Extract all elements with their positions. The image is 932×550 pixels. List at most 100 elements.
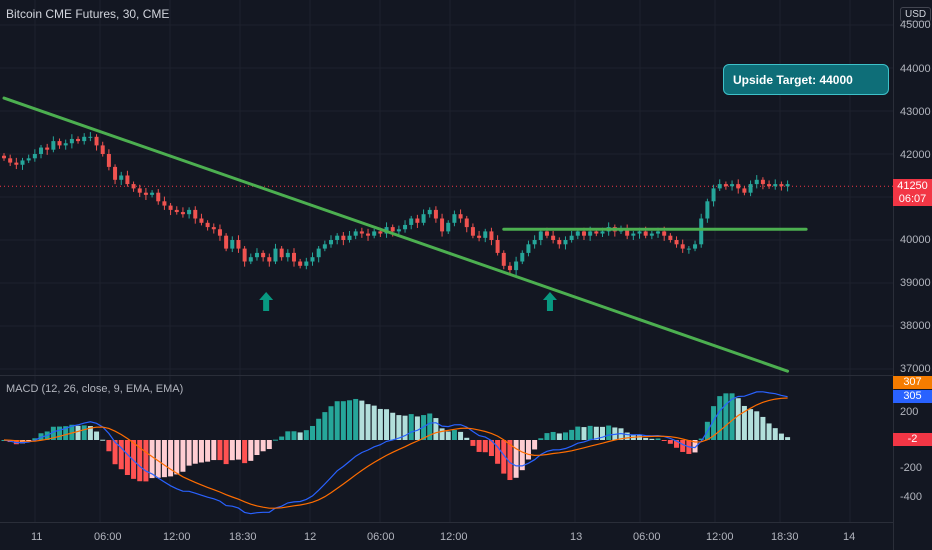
candle-body [143, 192, 148, 195]
histogram-bar [87, 426, 93, 440]
candle-body [477, 235, 482, 238]
histogram-bar [464, 437, 470, 440]
candle-body [254, 252, 259, 258]
chart-area[interactable] [0, 0, 893, 550]
candle-body [372, 231, 377, 236]
candle-body [100, 145, 105, 154]
candle-body [742, 188, 747, 193]
candle-body [230, 240, 235, 249]
histogram-bar [778, 433, 784, 440]
chart-canvas[interactable] [0, 0, 893, 550]
candle-body [470, 227, 475, 236]
candle-body [291, 252, 296, 262]
histogram-bar [211, 440, 217, 461]
histogram-bar [359, 400, 365, 440]
histogram-bar [741, 405, 747, 440]
candle-body [113, 166, 118, 180]
price-tick: 45000 [900, 19, 931, 31]
candle-body [446, 222, 451, 232]
candle-body [310, 257, 315, 262]
candle-body [45, 147, 50, 150]
last-price-label: 41250 06:07 [893, 179, 932, 206]
histogram-bar [377, 408, 383, 440]
candle-body [569, 235, 574, 240]
histogram-bar [680, 440, 686, 452]
candle-body [298, 261, 303, 266]
candle-body [736, 184, 741, 189]
currency-button[interactable]: USD [900, 7, 932, 22]
candle-body [273, 248, 278, 262]
price-tick: 42000 [900, 149, 931, 161]
histogram-bar [192, 440, 198, 464]
candle-body [63, 143, 68, 146]
candle-body [458, 214, 463, 219]
histogram-bar [606, 425, 612, 440]
macd-axis-tick: -400 [900, 491, 923, 503]
histogram-bar [161, 440, 167, 478]
candle-body [125, 175, 130, 185]
candle-body [501, 252, 506, 266]
candle-body [39, 147, 44, 154]
candle-body [711, 188, 716, 202]
histogram-bar [396, 415, 402, 440]
time-tick: 12:00 [440, 531, 468, 543]
macd-indicator-title[interactable]: MACD (12, 26, close, 9, EMA, EMA) [6, 383, 184, 395]
histogram-bar [75, 425, 81, 440]
candle-body [341, 235, 346, 240]
histogram-bar [599, 426, 605, 440]
histogram-bar [235, 440, 241, 460]
candle-body [76, 138, 81, 142]
time-tick: 12:00 [706, 531, 734, 543]
last-price-value: 41250 [897, 180, 928, 192]
candle-body [686, 248, 691, 250]
histogram-bar [347, 400, 353, 440]
histogram-bar [495, 440, 501, 464]
candle-body [20, 160, 25, 165]
candle-body [236, 240, 241, 249]
candle-body [162, 201, 167, 206]
histogram-bar [168, 440, 174, 477]
candle-body [82, 136, 87, 142]
histogram-bar [748, 409, 754, 440]
histogram-bar [272, 439, 278, 441]
candle-body [520, 252, 525, 262]
candle-body [279, 248, 284, 258]
histogram-bar [575, 426, 581, 440]
candle-body [594, 231, 599, 234]
macd-axis-tick: 200 [900, 406, 919, 418]
time-tick: 14 [843, 531, 856, 543]
histogram-bar [513, 440, 519, 478]
symbol-title[interactable]: Bitcoin CME Futures, 30, CME [6, 7, 170, 21]
histogram-bar [439, 428, 445, 440]
histogram-bar [384, 409, 390, 440]
price-axis-border [893, 0, 894, 550]
histogram-bar [667, 440, 673, 444]
candle-body [464, 218, 469, 228]
histogram-bar [112, 440, 118, 465]
candle-body [131, 184, 136, 189]
candle-body [748, 184, 753, 193]
price-tick: 39000 [900, 277, 931, 289]
candle-body [668, 235, 673, 240]
pane-divider[interactable] [0, 375, 893, 376]
candle-body [180, 212, 185, 215]
histogram-bar [279, 436, 285, 440]
candle-body [396, 229, 401, 232]
histogram-bar [525, 440, 531, 460]
histogram-bar [624, 432, 630, 440]
macd-value-tag: 307 [893, 376, 932, 389]
histogram-bar [186, 440, 192, 466]
macd-lines [3, 391, 788, 515]
candle-body [674, 240, 679, 245]
candle-body [156, 192, 161, 202]
candle-body [532, 240, 537, 245]
candle-body [8, 158, 13, 163]
price-tick: 38000 [900, 320, 931, 332]
histogram-bar [291, 431, 297, 440]
upside-target-callout[interactable]: Upside Target: 44000 [723, 64, 889, 95]
candle-body [514, 261, 519, 271]
histogram-bar [242, 440, 248, 464]
candle-body [211, 227, 216, 230]
histogram-bar [180, 440, 186, 472]
trendlines[interactable] [2, 96, 808, 373]
